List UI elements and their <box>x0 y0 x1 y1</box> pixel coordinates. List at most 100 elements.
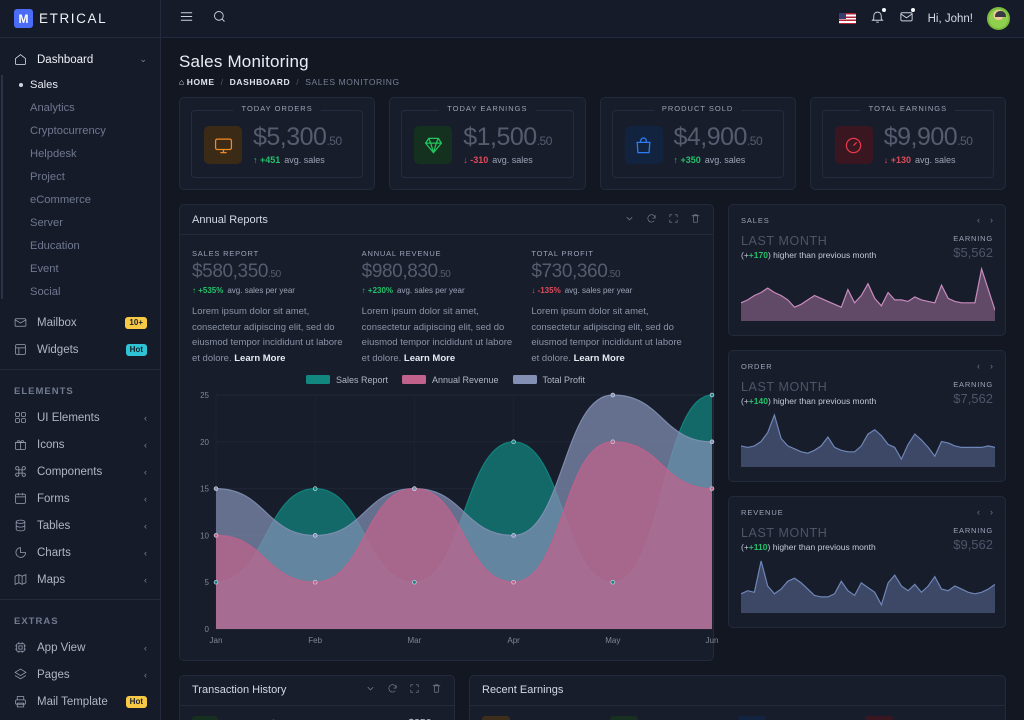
sidebar-nav: Dashboard ⌄ Sales Analytics Cryptocurren… <box>0 38 160 720</box>
hamburger-icon[interactable] <box>179 9 194 29</box>
chevron-left-icon: ‹ <box>144 466 147 477</box>
printer-icon <box>13 695 27 709</box>
avatar[interactable] <box>987 7 1010 30</box>
breadcrumb-dashboard[interactable]: DASHBOARD <box>229 77 291 87</box>
sidebar-item-mailbox[interactable]: Mailbox 10+ <box>0 309 160 336</box>
spark-chart[interactable] <box>740 265 996 326</box>
sidebar-item-project[interactable]: Project <box>0 165 160 188</box>
sidebar-item-tables[interactable]: Tables ‹ <box>0 512 160 539</box>
spark-card-nav: ‹ › <box>977 361 993 371</box>
sidebar-item-ui-elements[interactable]: UI Elements ‹ <box>0 404 160 431</box>
envelope-icon[interactable] <box>899 7 915 29</box>
spark-card-nav: ‹ › <box>977 215 993 225</box>
breadcrumb-sep-2: / <box>296 77 300 87</box>
refresh-icon[interactable] <box>646 211 657 229</box>
sidebar-item-charts[interactable]: Charts ‹ <box>0 539 160 566</box>
area-chart[interactable]: 0 5 10 15 20 25 Jan Feb Mar Apr May Jun <box>188 387 718 654</box>
breadcrumb-home[interactable]: ⌂ HOME <box>179 77 215 87</box>
spark-card-caption: ORDER <box>741 361 773 371</box>
cpu-icon <box>13 641 27 655</box>
sidebar-item-components[interactable]: Components ‹ <box>0 458 160 485</box>
spark-card-headline: LAST MONTH <box>741 234 828 248</box>
stat-card-inner: TODAY EARNINGS $1,500.50 ↓ -310 avg. sales <box>401 104 574 178</box>
sidebar-item-icons[interactable]: Icons ‹ <box>0 431 160 458</box>
sidebar-item-mail-template[interactable]: Mail Template Hot <box>0 688 160 715</box>
sidebar-item-widgets[interactable]: Widgets Hot <box>0 336 160 363</box>
sidebar-item-social[interactable]: Social <box>0 280 160 303</box>
sidebar-item-pages[interactable]: Pages ‹ <box>0 661 160 688</box>
legend-item-3[interactable]: Total Profit <box>512 375 585 385</box>
spark-chart[interactable] <box>740 557 996 618</box>
sidebar-item-event-label: Event <box>30 262 59 275</box>
chevron-left-icon[interactable]: ‹ <box>977 361 980 371</box>
annual-reports-chart: Sales Report Annual Revenue Total Profit 0… <box>180 371 718 660</box>
chevron-right-icon[interactable]: › <box>990 507 993 517</box>
annual-reports-stats: SALES REPORT $580,350.50 ↑ +535% avg. sales… <box>180 235 713 371</box>
report-caption: SALES REPORT <box>192 249 259 258</box>
transaction-amount: +$250.50 <box>401 717 442 720</box>
sidebar-item-icons-label: Icons <box>37 438 65 451</box>
legend-swatch <box>512 375 537 385</box>
topbar-right: Hi, John! <box>838 7 1010 30</box>
trash-icon[interactable] <box>431 681 442 699</box>
report-text: Lorem ipsum dolor sit amet, consectetur … <box>192 306 343 365</box>
spark-delta-suffix: ) <box>767 542 771 552</box>
sidebar-item-charts-label: Charts <box>37 546 71 559</box>
sidebar-item-maps[interactable]: Maps ‹ <box>0 566 160 593</box>
us-flag-icon[interactable] <box>838 13 856 24</box>
annual-reports-panel: Annual Reports SALES REPORT $580,350.50 ↑ … <box>179 204 718 661</box>
sidebar: M ETRICAL Dashboard ⌄ Sales Analytics Cr… <box>0 0 161 720</box>
sidebar-item-analytics[interactable]: Analytics <box>0 96 160 119</box>
stat-card-delta: ↑ +451 <box>253 155 281 165</box>
learn-more-link[interactable]: Learn More <box>234 353 286 365</box>
sidebar-item-helpdesk[interactable]: Helpdesk <box>0 142 160 165</box>
brand-logo-mark: M <box>14 9 33 28</box>
sidebar-item-mail-template-badge: Hot <box>125 695 147 708</box>
spark-card-headline: LAST MONTH <box>741 380 828 394</box>
legend-swatch <box>305 375 330 385</box>
sidebar-item-sales[interactable]: Sales <box>0 73 160 96</box>
expand-icon[interactable] <box>409 681 420 699</box>
bullet-icon <box>19 82 23 87</box>
learn-more-link[interactable]: Learn More <box>573 353 625 365</box>
mail-icon <box>13 316 27 330</box>
sidebar-item-ecommerce[interactable]: eCommerce <box>0 188 160 211</box>
sidebar-item-education[interactable]: Education <box>0 234 160 257</box>
topbar-left <box>179 9 227 29</box>
trash-icon[interactable] <box>690 211 701 229</box>
learn-more-link[interactable]: Learn More <box>403 353 456 365</box>
expand-icon[interactable] <box>668 211 679 229</box>
spark-sub-text: higher than previous month <box>773 250 877 260</box>
chevron-right-icon[interactable]: › <box>990 361 993 371</box>
sidebar-item-dashboard[interactable]: Dashboard ⌄ <box>0 46 160 73</box>
search-icon[interactable] <box>212 9 227 29</box>
spark-chart[interactable] <box>740 411 996 472</box>
sidebar-item-server[interactable]: Server <box>0 211 160 234</box>
spark-card-sales: SALES ‹ › LAST MONTH (++170) higher than pre… <box>728 204 1006 336</box>
sidebar-item-app-view[interactable]: App View ‹ <box>0 634 160 661</box>
chevron-left-icon[interactable]: ‹ <box>977 507 980 517</box>
chevron-left-icon[interactable]: ‹ <box>977 215 980 225</box>
chevron-left-icon: ‹ <box>144 520 147 531</box>
legend-item-1[interactable]: Sales Report <box>305 375 388 385</box>
table-row[interactable]: Payment from #985632 Customer ID: #85742… <box>180 706 454 720</box>
legend-item-2[interactable]: Annual Revenue <box>401 375 499 385</box>
legend-swatch <box>401 375 426 385</box>
sidebar-item-forms[interactable]: Forms ‹ <box>0 485 160 512</box>
brand[interactable]: M ETRICAL <box>0 0 160 38</box>
chevron-left-icon: ‹ <box>144 669 147 680</box>
sidebar-item-cryptocurrency[interactable]: Cryptocurrency <box>0 119 160 142</box>
bell-icon[interactable] <box>870 7 886 29</box>
chevron-down-icon[interactable] <box>624 211 635 229</box>
sidebar-divider-1 <box>0 369 160 370</box>
sidebar-divider-2 <box>0 599 160 600</box>
main-area: Hi, John! Sales Monitoring ⌂ HOME / DASHB… <box>161 0 1024 720</box>
earning-cell-3: TAX WITHHELD <box>737 715 866 720</box>
sidebar-item-server-label: Server <box>30 216 63 229</box>
stat-card-caption: TODAY ORDERS <box>233 104 321 113</box>
recent-earnings-grid: GROSS EARNINGSPRODUCT SALESTAX WITHHELDN… <box>470 706 1005 720</box>
sidebar-item-event[interactable]: Event <box>0 257 160 280</box>
chevron-down-icon[interactable] <box>365 681 376 699</box>
refresh-icon[interactable] <box>387 681 398 699</box>
chevron-right-icon[interactable]: › <box>990 215 993 225</box>
